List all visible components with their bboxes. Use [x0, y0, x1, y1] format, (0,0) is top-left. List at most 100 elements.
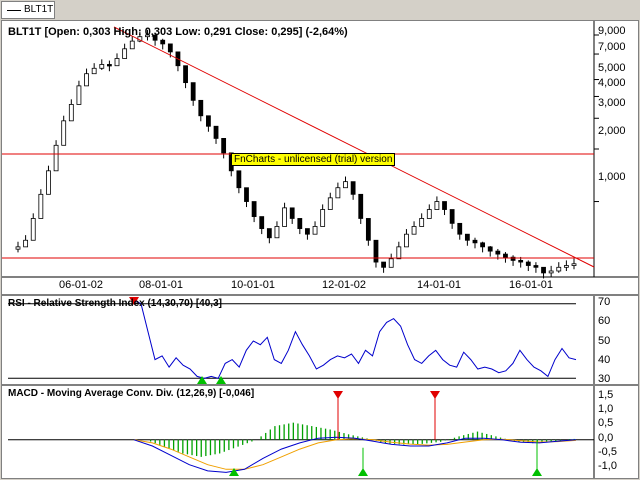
price-y-tick: 4,000 — [598, 77, 626, 89]
price-candle — [114, 58, 120, 67]
price-candle — [190, 82, 196, 101]
macd-line — [133, 436, 577, 473]
price-candle — [541, 266, 546, 274]
macd-buy-signal-icon — [229, 468, 239, 476]
price-candle — [373, 239, 379, 263]
price-candle — [274, 226, 280, 239]
macd-panel[interactable]: MACD - Moving Average Conv. Div. (12,26,… — [1, 385, 639, 479]
price-candle — [503, 253, 508, 258]
macd-y-tick: 0,0 — [598, 432, 614, 444]
macd-y-tick: 0,5 — [598, 417, 614, 429]
price-candle — [84, 73, 89, 87]
price-x-tick: 10-01-01 — [231, 279, 276, 291]
price-candle — [213, 125, 219, 139]
rsi-y-tick: 30 — [598, 373, 611, 385]
price-candle — [320, 209, 326, 227]
rsi-panel[interactable]: RSI - Relative Strength Index (14,30,70)… — [1, 295, 639, 385]
price-candle — [167, 43, 173, 53]
price-candle — [396, 246, 402, 260]
rsi-buy-signal-icon — [216, 376, 226, 384]
price-y-tick: 5,000 — [598, 62, 626, 74]
price-candle — [556, 266, 562, 272]
legend-label: BLT1T — [24, 4, 54, 15]
price-candle — [259, 216, 265, 229]
price-candle — [404, 233, 409, 248]
price-candle — [206, 115, 211, 127]
price-y-tick: 1,000 — [598, 171, 626, 183]
price-candle — [122, 48, 128, 59]
price-candle — [152, 34, 158, 41]
price-candle — [251, 201, 257, 217]
price-candle — [23, 239, 29, 248]
macd-buy-signal-icon — [532, 468, 542, 476]
rsi-line — [133, 299, 577, 379]
price-candle — [53, 144, 59, 172]
price-candle — [38, 193, 44, 219]
price-candle — [30, 218, 36, 241]
price-y-tick: 3,000 — [598, 97, 626, 109]
price-candle — [99, 64, 105, 69]
price-x-tick: 08-01-01 — [139, 279, 184, 291]
price-candle — [434, 201, 440, 210]
price-candle — [327, 197, 333, 210]
price-candle — [533, 265, 539, 268]
price-candle — [289, 207, 295, 219]
rsi-title: RSI - Relative Strength Index (14,30,70)… — [8, 298, 222, 309]
price-candle — [563, 265, 569, 268]
macd-sell-signal-icon — [430, 391, 440, 399]
price-candle — [343, 181, 348, 189]
macd-buy-signal-icon — [358, 468, 368, 476]
price-candle — [457, 222, 463, 235]
price-candle — [426, 209, 432, 219]
price-candle — [495, 250, 501, 255]
price-candle — [487, 246, 493, 252]
price-candle — [472, 239, 478, 244]
price-candle — [419, 218, 425, 227]
price-candle — [244, 187, 249, 202]
price-candle — [305, 228, 310, 235]
price-candle — [525, 261, 531, 266]
price-candle — [548, 270, 554, 274]
macd-signal-line — [133, 438, 577, 470]
macd-sell-signal-icon — [333, 391, 343, 399]
price-candle — [365, 218, 371, 241]
chart-legend: BLT1T — [1, 1, 55, 19]
price-candle — [358, 193, 364, 219]
macd-title: MACD - Moving Average Conv. Div. (12,26,… — [8, 388, 255, 399]
price-candle — [480, 242, 486, 248]
price-candle — [449, 209, 455, 224]
price-y-tick: 9,000 — [598, 25, 626, 37]
rsi-y-tick: 50 — [598, 335, 611, 347]
price-candle — [510, 256, 516, 261]
price-candle — [183, 65, 188, 84]
price-x-tick: 14-01-01 — [417, 279, 462, 291]
macd-y-tick: -0,5 — [598, 446, 617, 458]
rsi-y-tick: 40 — [598, 354, 611, 366]
price-candle — [46, 170, 51, 195]
price-candle — [297, 218, 303, 229]
price-x-tick: 16-01-01 — [509, 279, 554, 291]
price-x-tick: 06-01-02 — [59, 279, 104, 291]
price-chart-title: BLT1T [Open: 0,303 High: 0,303 Low: 0,29… — [8, 26, 348, 38]
price-candle — [442, 201, 447, 210]
rsi-buy-signal-icon — [197, 376, 207, 384]
price-chart-panel[interactable]: BLT1T [Open: 0,303 High: 0,303 Low: 0,29… — [1, 20, 639, 295]
price-candle — [388, 258, 394, 268]
price-candle — [350, 181, 356, 195]
price-candle — [282, 207, 287, 227]
price-candle — [312, 226, 318, 235]
rsi-canvas — [8, 296, 595, 384]
price-candle — [411, 226, 417, 235]
price-candle — [129, 40, 135, 50]
price-y-tick: 2,000 — [598, 125, 626, 137]
price-y-tick: 7,000 — [598, 41, 626, 53]
price-chart-canvas — [2, 21, 638, 279]
rsi-y-tick: 60 — [598, 315, 611, 327]
price-candle — [236, 170, 242, 189]
price-candle — [76, 85, 82, 105]
downtrend-line — [113, 26, 595, 268]
price-candle — [15, 246, 21, 250]
price-candle — [221, 138, 227, 154]
legend-swatch — [7, 10, 21, 11]
price-x-tick: 12-01-02 — [322, 279, 367, 291]
